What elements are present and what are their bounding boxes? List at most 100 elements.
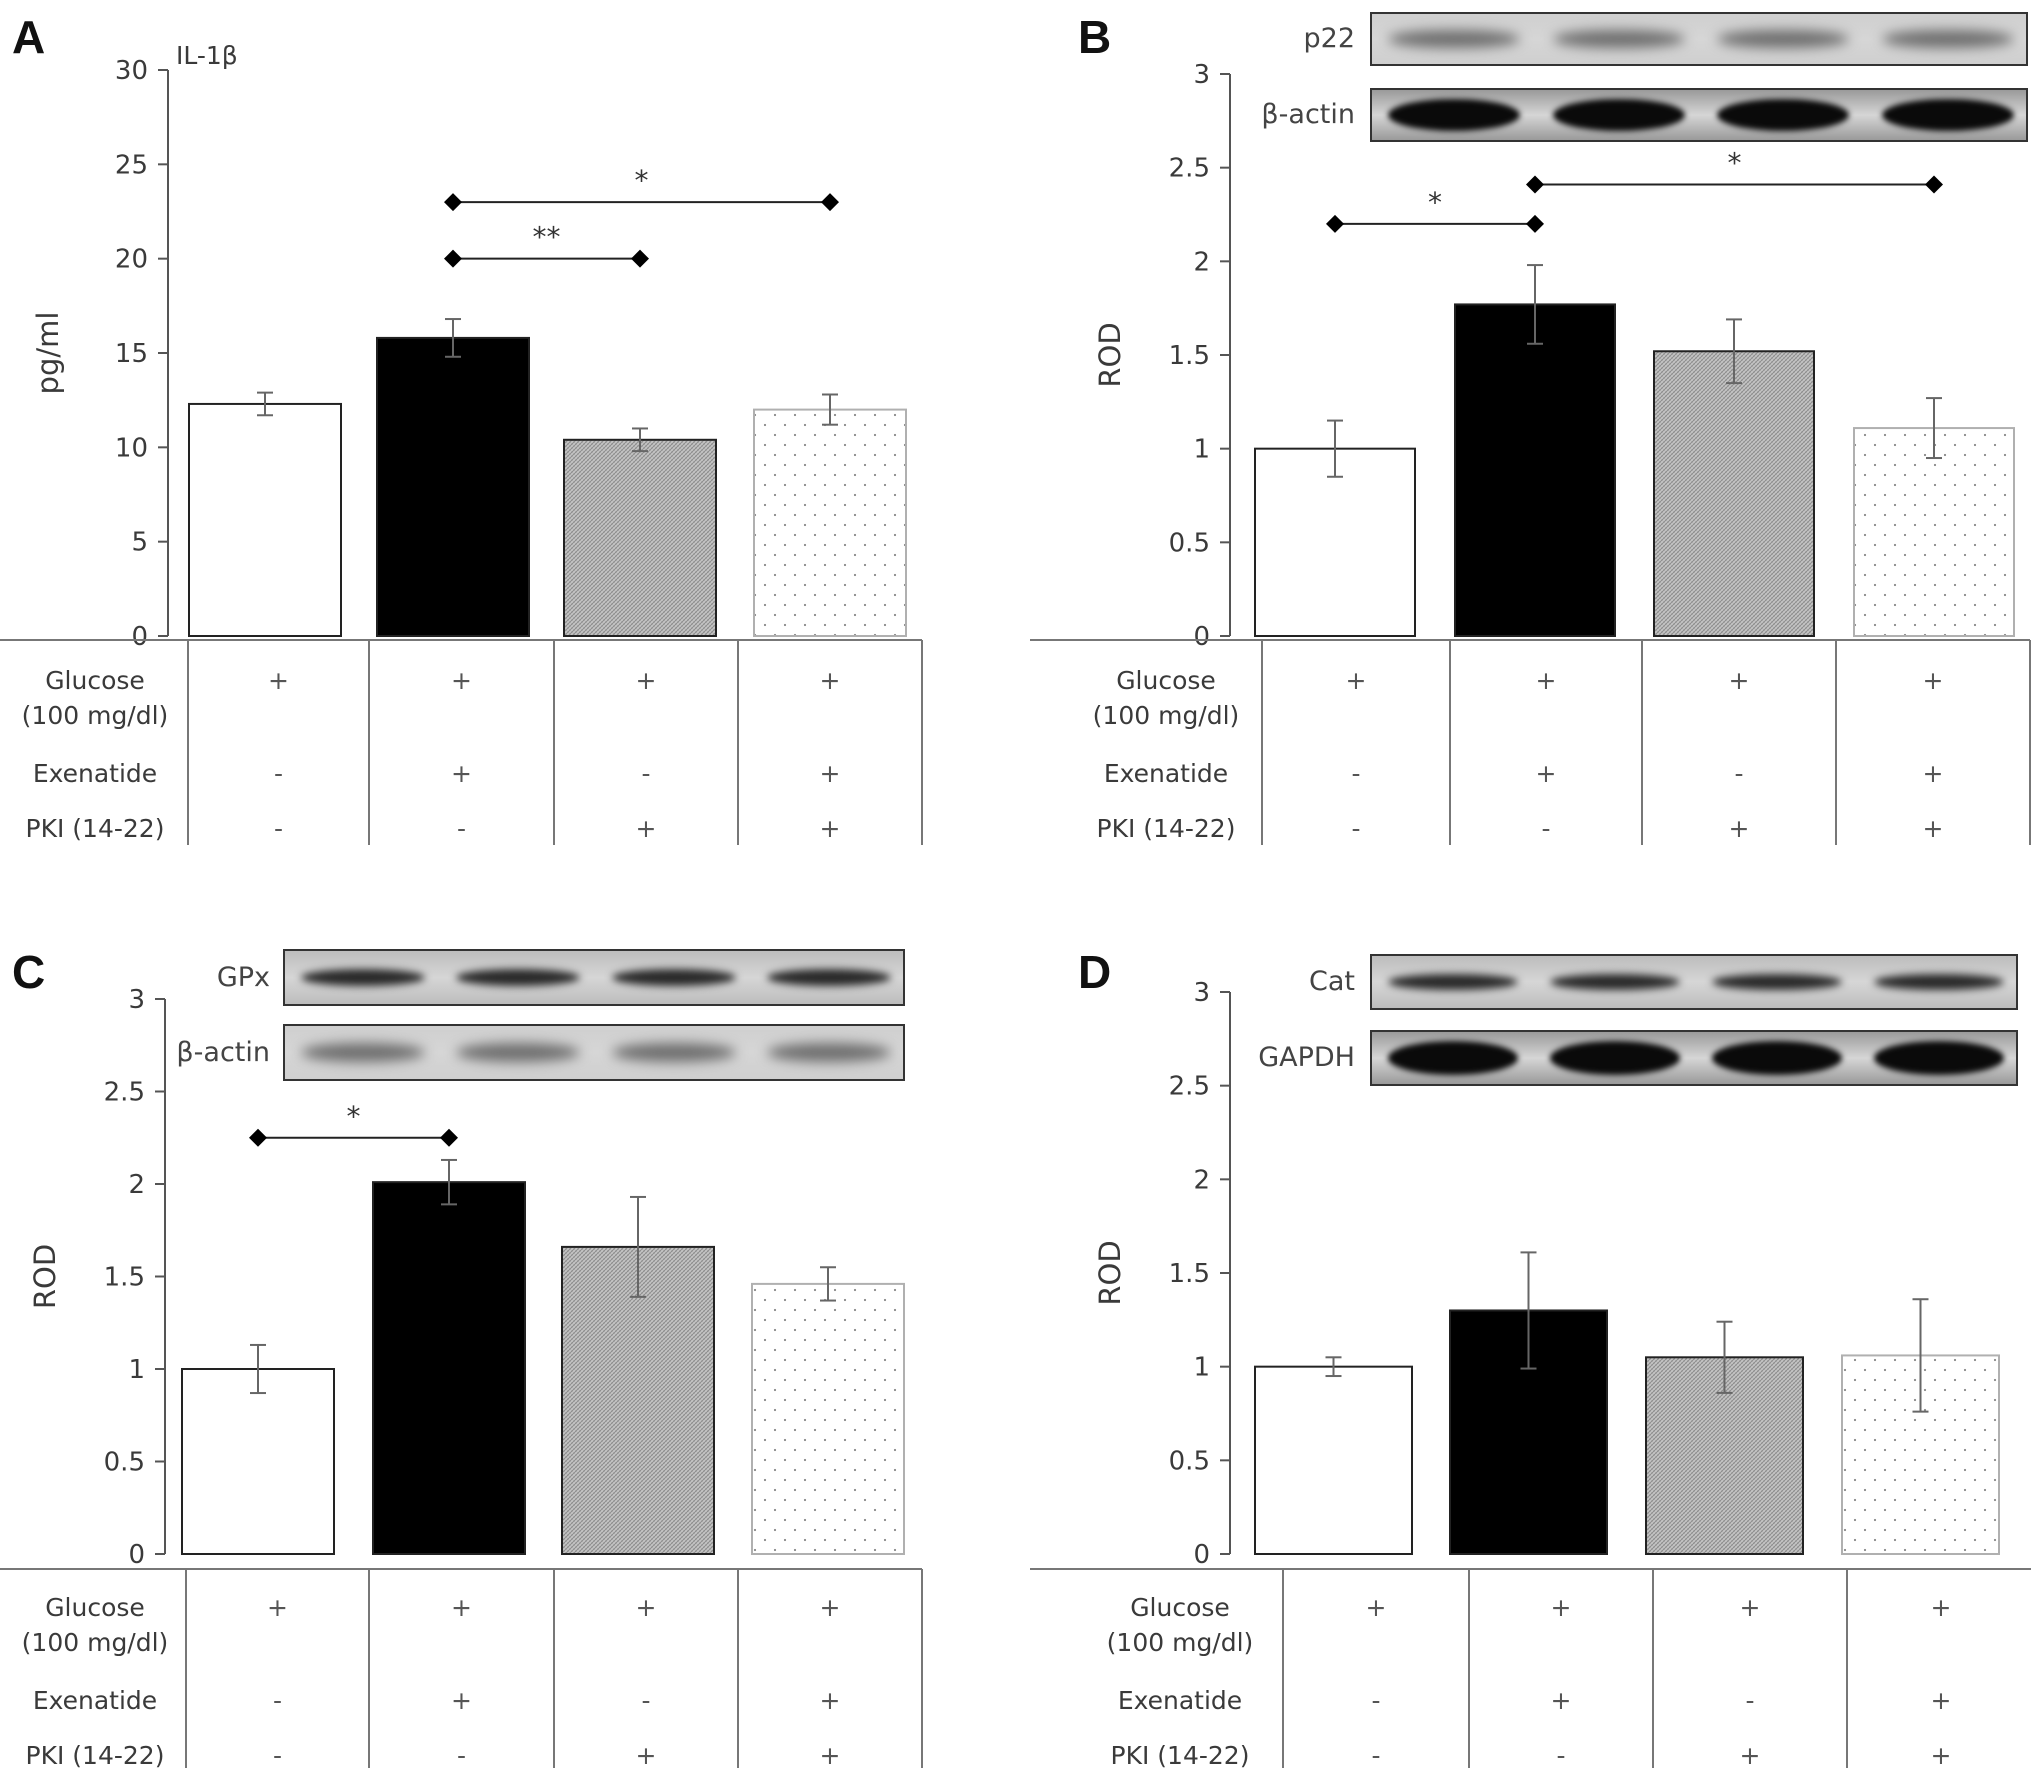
blot-band [1874,1041,2004,1075]
significance-bracket: * [1526,147,1943,194]
panel-letter: D [1078,946,1112,998]
y-tick-label: 5 [131,528,148,558]
blot-label: GAPDH [1258,1042,1355,1073]
blot-band [456,1042,581,1063]
y-tick-label: 1.5 [1169,1259,1210,1289]
treatment-mark: + [451,759,472,788]
error-bar [445,318,461,358]
y-tick-label: 0 [128,1540,145,1570]
treatment-row-label: (100 mg/dl) [22,701,169,730]
bar [188,402,342,637]
y-axis-label: ROD [1093,322,1127,387]
blot-label: Cat [1309,966,1355,997]
error-bar [1527,264,1543,345]
blot-band [1881,98,2014,132]
treatment-mark: - [1371,1741,1380,1770]
treatment-mark: + [267,1593,288,1622]
treatment-mark: + [636,814,657,843]
treatment-row-label: Glucose [45,666,145,695]
error-bar [632,427,648,453]
treatment-mark: + [1536,666,1557,695]
y-tick-label: 0 [131,622,148,652]
significance-bracket: * [444,164,839,212]
y-tick-label: 20 [115,245,148,275]
blot-band [1874,973,2004,991]
treatment-mark: + [636,1741,657,1770]
treatment-mark: + [451,1593,472,1622]
panel-c: C 0 0.5 1 1.5 2 2.5 3 ROD * Glucose (100 mg/dl) + + + +… [0,935,1000,1775]
error-bar [257,391,273,417]
treatment-mark: - [1371,1686,1380,1715]
blot-band [1552,29,1685,49]
treatment-mark: - [273,1686,282,1715]
panel-b: B 0 0.5 1 1.5 2 2.5 3 ROD * * Glucose (100 mg/dl) + + +… [1030,0,2031,860]
y-tick-label: 2 [1193,1165,1210,1195]
chart-svg: 0 0.5 1 1.5 2 2.5 3 ROD * Glucose (100 mg/dl) + + + + E… [0,985,923,1770]
treatment-row-label: Glucose [1130,1593,1230,1622]
treatment-mark: + [820,1686,841,1715]
treatment-mark: - [641,759,650,788]
y-tick-label: 3 [1193,60,1210,90]
error-bar [1912,1298,1929,1413]
bar [1254,447,1416,637]
blot-strip [1370,1030,2018,1086]
treatment-mark: - [641,1686,650,1715]
y-axis-label: ROD [28,1244,62,1309]
bar [1653,350,1815,637]
treatment-mark: + [636,666,657,695]
treatment-mark: - [274,814,283,843]
treatment-mark: - [457,814,466,843]
y-tick-label: 10 [115,433,148,463]
blot-strip [1370,12,2028,66]
bar [561,1245,715,1555]
y-tick-label: 25 [115,150,148,180]
y-tick-label: 3 [1193,978,1210,1008]
y-tick-label: 0 [1193,622,1210,652]
bar [563,438,717,637]
blot-band [300,968,425,987]
error-bar [820,1266,836,1302]
treatment-mark: + [1536,759,1557,788]
treatment-row-label: PKI (14-22) [1111,1741,1250,1770]
treatment-mark: + [820,1741,841,1770]
treatment-mark: - [273,1741,282,1770]
significance-label: * [1728,147,1742,180]
treatment-mark: + [820,666,841,695]
error-bar [1327,419,1343,478]
y-tick-label: 2.5 [1169,154,1210,184]
error-bar [250,1343,266,1395]
blot-band [1388,973,1518,991]
treatment-mark: - [1734,759,1743,788]
treatment-row-label: Exenatide [33,759,157,788]
error-bar [822,393,838,426]
panel-letter: A [12,11,46,63]
treatment-mark: - [274,759,283,788]
y-tick-label: 2.5 [1169,1072,1210,1102]
error-bar [441,1158,457,1206]
blot-band [1550,1041,1680,1075]
treatment-row-label: Exenatide [1118,1686,1242,1715]
treatment-mark: + [1923,814,1944,843]
treatment-mark: + [636,1593,657,1622]
chart-title: IL-1β [176,41,238,70]
treatment-table-grid [0,639,923,845]
bar [1853,427,2015,637]
y-tick-label: 1 [1193,435,1210,465]
blot-band [456,968,581,987]
error-bar [630,1195,646,1298]
treatment-row-label: (100 mg/dl) [1093,701,1240,730]
y-tick-label: 0 [1193,1540,1210,1570]
treatment-mark: - [1556,1741,1565,1770]
y-tick-label: 1.5 [1169,341,1210,371]
treatment-table-grid [1030,1568,2031,1768]
y-tick-label: 30 [115,56,148,86]
blot-label: β-actin [1261,99,1355,130]
treatment-row-label: PKI (14-22) [26,814,165,843]
panel-a: A 0 5 10 15 20 25 30 pg/ml IL-1β * ** Glucose (100 mg… [0,0,1000,860]
bar [1254,1365,1413,1555]
treatment-row-label: Glucose [1116,666,1216,695]
panel-d: D 0 0.5 1 1.5 2 2.5 3 ROD Glucose (100 mg/dl) + + + + E… [1030,935,2031,1775]
y-axis-label: pg/ml [31,312,65,395]
y-tick-label: 15 [115,339,148,369]
treatment-mark: + [1931,1593,1952,1622]
